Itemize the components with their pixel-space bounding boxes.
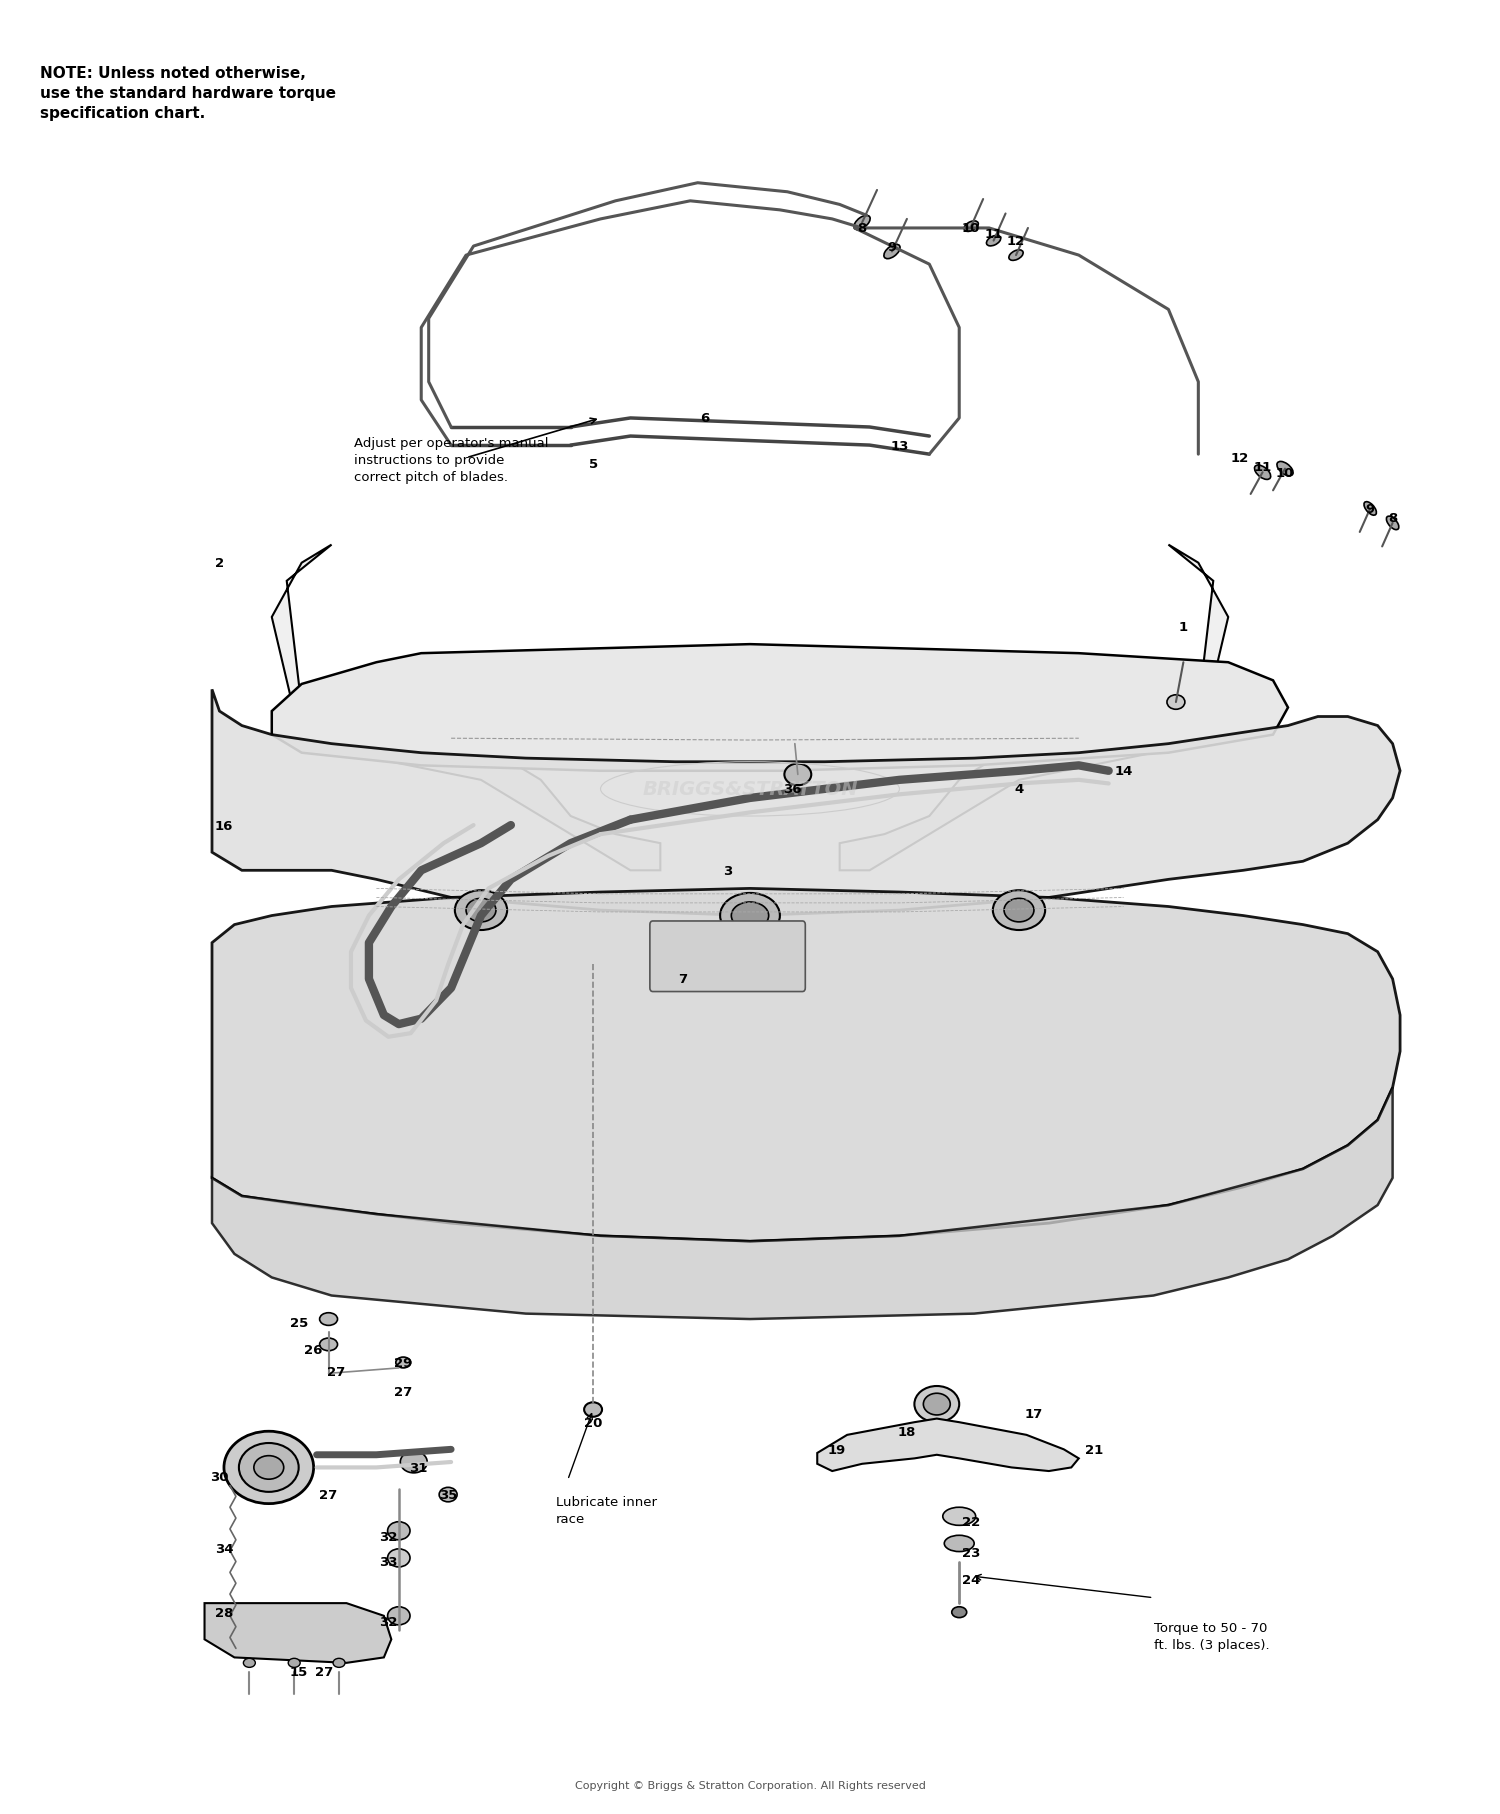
Ellipse shape	[915, 1386, 958, 1422]
Text: 1: 1	[1179, 620, 1188, 633]
Text: 2: 2	[214, 557, 223, 570]
Text: BRIGGS&STRATTON: BRIGGS&STRATTON	[642, 780, 858, 798]
Ellipse shape	[987, 236, 1000, 247]
Text: 13: 13	[891, 439, 909, 452]
Ellipse shape	[440, 1487, 458, 1502]
Text: 28: 28	[214, 1605, 232, 1618]
Text: 6: 6	[700, 412, 709, 424]
Text: 33: 33	[380, 1555, 398, 1567]
Text: 3: 3	[723, 863, 732, 878]
Text: 12: 12	[1007, 236, 1025, 249]
Ellipse shape	[1276, 463, 1293, 477]
Text: 10: 10	[1276, 466, 1294, 479]
Text: Copyright © Briggs & Stratton Corporation. All Rights reserved: Copyright © Briggs & Stratton Corporatio…	[574, 1780, 926, 1790]
Ellipse shape	[320, 1313, 338, 1326]
Text: 27: 27	[327, 1366, 345, 1379]
Text: 36: 36	[783, 784, 801, 796]
Ellipse shape	[853, 216, 870, 230]
Text: 35: 35	[440, 1487, 458, 1502]
Ellipse shape	[1004, 900, 1034, 922]
Text: 5: 5	[588, 457, 597, 470]
Ellipse shape	[951, 1607, 966, 1618]
Text: 23: 23	[962, 1546, 981, 1558]
Text: 14: 14	[1114, 766, 1132, 778]
Ellipse shape	[1364, 502, 1377, 515]
Ellipse shape	[1254, 466, 1270, 481]
Text: 25: 25	[290, 1317, 308, 1330]
Text: 18: 18	[897, 1426, 916, 1439]
Ellipse shape	[238, 1444, 298, 1493]
Text: 16: 16	[214, 820, 232, 833]
Polygon shape	[211, 689, 1400, 916]
Polygon shape	[272, 644, 1288, 771]
Ellipse shape	[584, 1402, 602, 1417]
Ellipse shape	[964, 221, 978, 232]
Ellipse shape	[243, 1658, 255, 1667]
Text: NOTE: Unless noted otherwise,
use the standard hardware torque
specification cha: NOTE: Unless noted otherwise, use the st…	[40, 65, 336, 122]
Text: 32: 32	[380, 1614, 398, 1627]
Text: 9: 9	[888, 241, 897, 254]
Ellipse shape	[720, 894, 780, 938]
Text: 11: 11	[984, 229, 1002, 241]
Text: 15: 15	[290, 1665, 308, 1678]
Ellipse shape	[288, 1658, 300, 1667]
Text: 27: 27	[320, 1487, 338, 1502]
Ellipse shape	[924, 1393, 951, 1415]
Ellipse shape	[993, 891, 1045, 931]
Text: 17: 17	[1024, 1408, 1042, 1420]
Ellipse shape	[1167, 695, 1185, 709]
Ellipse shape	[396, 1357, 411, 1368]
Text: 22: 22	[962, 1515, 981, 1529]
Text: 31: 31	[410, 1460, 428, 1475]
Text: 9: 9	[1365, 502, 1376, 515]
Text: 20: 20	[584, 1417, 603, 1429]
FancyBboxPatch shape	[650, 922, 806, 992]
Text: 4: 4	[1014, 784, 1023, 796]
Text: 27: 27	[315, 1665, 333, 1678]
Polygon shape	[840, 546, 1228, 871]
Polygon shape	[211, 1088, 1392, 1319]
Ellipse shape	[884, 245, 900, 259]
Text: 11: 11	[1254, 461, 1272, 473]
Ellipse shape	[400, 1451, 427, 1473]
Ellipse shape	[944, 1507, 975, 1526]
Text: 27: 27	[394, 1386, 412, 1399]
Text: Torque to 50 - 70
ft. lbs. (3 places).: Torque to 50 - 70 ft. lbs. (3 places).	[1154, 1622, 1269, 1651]
Ellipse shape	[224, 1431, 314, 1504]
Text: 19: 19	[828, 1444, 846, 1457]
Polygon shape	[211, 889, 1400, 1241]
Ellipse shape	[387, 1607, 410, 1625]
Text: 26: 26	[304, 1344, 322, 1357]
Ellipse shape	[333, 1658, 345, 1667]
Text: 10: 10	[962, 223, 981, 236]
Text: 24: 24	[962, 1573, 981, 1585]
Ellipse shape	[387, 1549, 410, 1567]
Text: 32: 32	[380, 1529, 398, 1544]
Ellipse shape	[1386, 517, 1400, 530]
Text: 7: 7	[678, 972, 687, 985]
Ellipse shape	[454, 891, 507, 931]
Text: 21: 21	[1084, 1444, 1102, 1457]
Text: 34: 34	[214, 1542, 232, 1555]
Ellipse shape	[945, 1535, 974, 1551]
Text: Lubricate inner
race: Lubricate inner race	[555, 1495, 657, 1526]
Polygon shape	[272, 546, 660, 871]
Polygon shape	[818, 1419, 1078, 1471]
Ellipse shape	[1010, 250, 1023, 261]
Text: Adjust per operator's manual
instructions to provide
correct pitch of blades.: Adjust per operator's manual instruction…	[354, 437, 549, 484]
Ellipse shape	[784, 764, 812, 785]
Ellipse shape	[387, 1522, 410, 1540]
Ellipse shape	[320, 1339, 338, 1351]
Text: 29: 29	[394, 1357, 412, 1370]
Text: 12: 12	[1232, 452, 1250, 464]
Polygon shape	[204, 1604, 392, 1663]
Text: 8: 8	[1388, 512, 1396, 524]
Ellipse shape	[732, 903, 768, 929]
Ellipse shape	[254, 1457, 284, 1480]
Text: 30: 30	[210, 1469, 228, 1484]
Ellipse shape	[466, 900, 496, 922]
Text: 8: 8	[858, 223, 867, 236]
